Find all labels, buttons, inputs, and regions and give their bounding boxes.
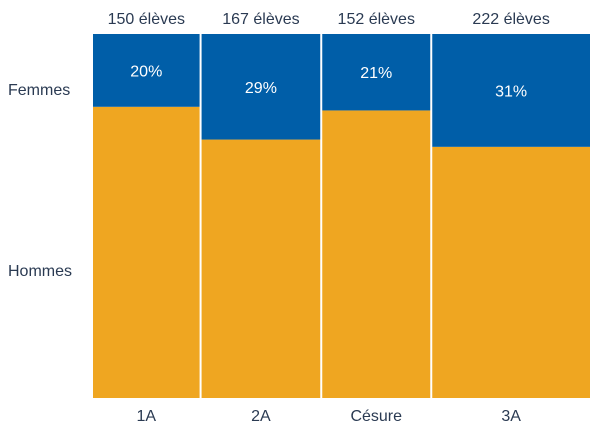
- bar-hommes-1: [201, 139, 321, 398]
- femmes-percent-label-1: 29%: [245, 80, 277, 97]
- series-label-hommes: Hommes: [8, 263, 72, 280]
- femmes-percent-label-2: 21%: [360, 65, 392, 82]
- series-label-femmes: Femmes: [8, 82, 70, 99]
- bar-femmes-1: [201, 34, 321, 140]
- bar-hommes-0: [93, 106, 200, 399]
- category-label-3: 3A: [501, 408, 521, 425]
- bar-hommes-2: [322, 110, 431, 398]
- bar-femmes-2: [322, 34, 431, 111]
- category-label-1: 2A: [251, 408, 271, 425]
- bar-hommes-3: [432, 146, 590, 398]
- bar-femmes-0: [93, 34, 200, 107]
- labels-group: 20% 150 élèves 1A 29% 167 élèves 2A 21% 152 élè…: [8, 11, 550, 425]
- category-label-0: 1A: [137, 408, 157, 425]
- column-total-label-1: 167 élèves: [222, 11, 299, 28]
- column-total-label-2: 152 élèves: [338, 11, 415, 28]
- bar-femmes-3: [432, 34, 590, 147]
- category-label-2: Césure: [350, 408, 402, 425]
- femmes-percent-label-0: 20%: [130, 63, 162, 80]
- column-total-label-3: 222 élèves: [472, 11, 549, 28]
- bars-group: [93, 34, 590, 399]
- femmes-percent-label-3: 31%: [495, 83, 527, 100]
- column-total-label-0: 150 élèves: [108, 11, 185, 28]
